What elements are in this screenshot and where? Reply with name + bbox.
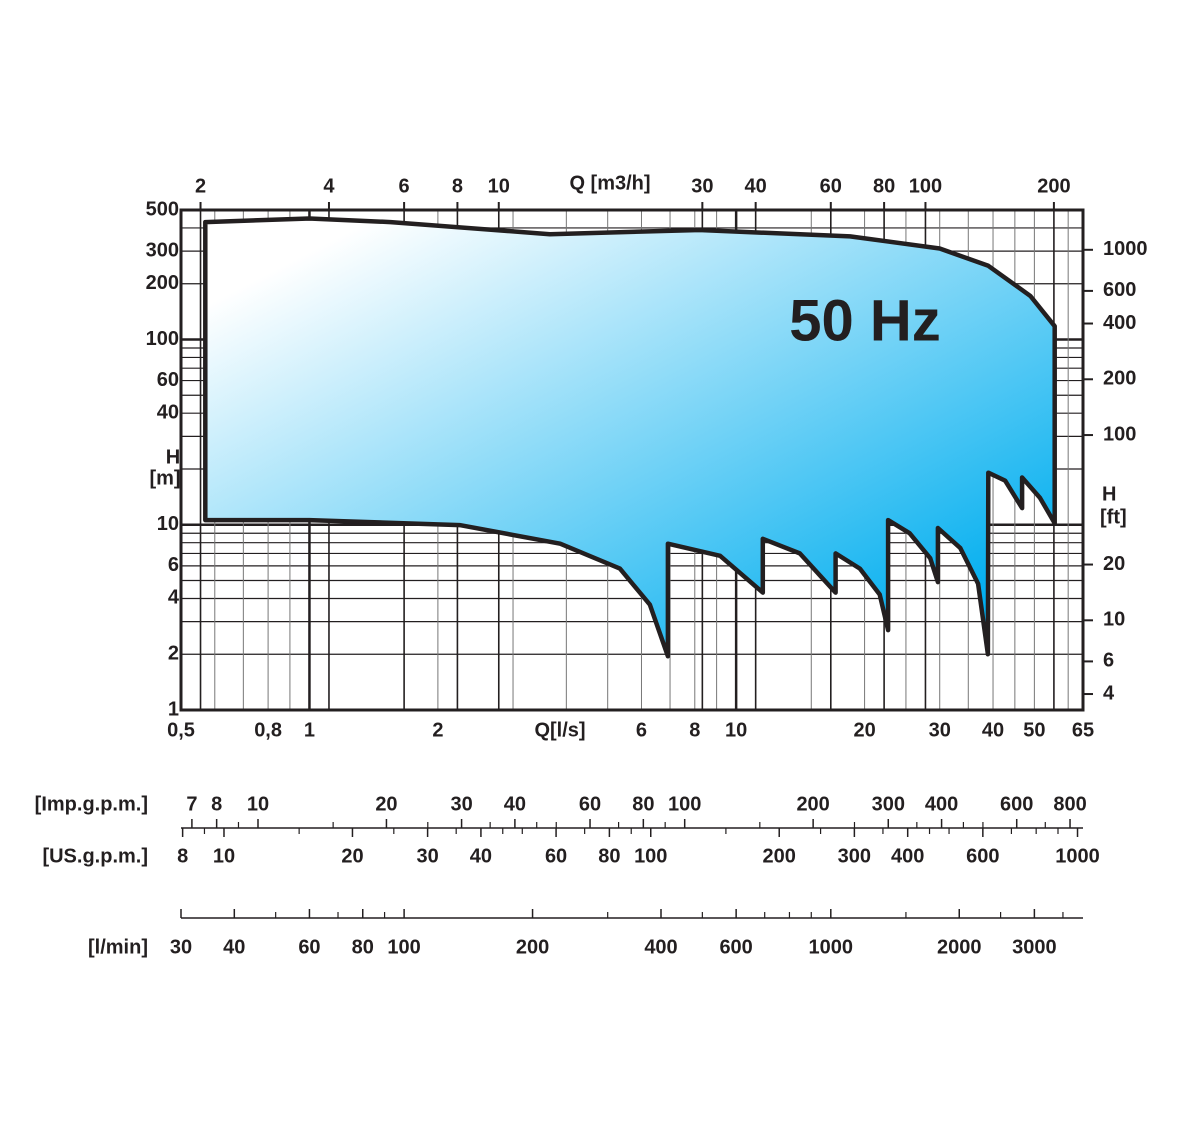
y-tick-label: 10	[157, 513, 179, 535]
x2-tick-label: 10	[488, 175, 510, 197]
plot	[203, 216, 1057, 659]
y2-tick-label: 400	[1103, 312, 1136, 334]
scale-tick-label: 800	[1053, 793, 1086, 815]
x-tick-label: 1	[304, 719, 315, 741]
scale-tick-label: 10	[247, 793, 269, 815]
y2-tick-label: 100	[1103, 423, 1136, 445]
y2-tick-label: 1000	[1103, 238, 1148, 260]
scale-tick-label: 1000	[809, 936, 854, 958]
scale-tick-label: 400	[925, 793, 958, 815]
scale-tick-label: 80	[352, 936, 374, 958]
x2-tick-label: 40	[745, 175, 767, 197]
scale-tick-label: 80	[598, 845, 620, 867]
x-tick-label: 2	[432, 719, 443, 741]
y2-tick-label: 4	[1103, 682, 1115, 704]
scale-tick-label: 600	[719, 936, 752, 958]
scale-tick-label: 10	[213, 845, 235, 867]
x2-axis-label: Q [m3/h]	[569, 172, 650, 194]
x2-tick-label: 80	[873, 175, 895, 197]
x2-tick-label: 30	[691, 175, 713, 197]
scale-tick-label: 400	[891, 845, 924, 867]
area	[203, 216, 1057, 659]
scale-tick-label: 100	[387, 936, 420, 958]
x2-tick-label: 200	[1037, 175, 1070, 197]
x-tick-label: 20	[853, 719, 875, 741]
y-tick-label: 40	[157, 401, 179, 423]
scale-tick-label: 40	[470, 845, 492, 867]
x-tick-label: 8	[689, 719, 700, 741]
scale-tick-label: 300	[838, 845, 871, 867]
y-axis-label: [m]	[149, 467, 180, 489]
y2-tick-label: 600	[1103, 279, 1136, 301]
scale-name: [Imp.g.p.m.]	[35, 793, 148, 815]
scale-tick-label: 100	[634, 845, 667, 867]
y-tick-label: 300	[146, 239, 179, 261]
scale-tick-label: 30	[416, 845, 438, 867]
y2-tick-label: 20	[1103, 553, 1125, 575]
y-tick-label: 6	[168, 554, 179, 576]
scale-tick-label: 600	[1000, 793, 1033, 815]
scale-name: [US.g.p.m.]	[42, 845, 148, 867]
scale-tick-label: 2000	[937, 936, 982, 958]
x-tick-label: 6	[636, 719, 647, 741]
scale-tick-label: 400	[644, 936, 677, 958]
x-tick-label: 40	[982, 719, 1004, 741]
y-tick-label: 100	[146, 328, 179, 350]
y-tick-label: 4	[168, 587, 180, 609]
y2-tick-label: 200	[1103, 368, 1136, 390]
scale-tick-label: 200	[516, 936, 549, 958]
y-tick-label: 2	[168, 643, 179, 665]
x2-tick-label: 6	[399, 175, 410, 197]
chart-title: 50 Hz	[789, 288, 941, 353]
scale-tick-label: 30	[170, 936, 192, 958]
x2-tick-label: 100	[909, 175, 942, 197]
y2-tick-label: 10	[1103, 609, 1125, 631]
x2-tick-label: 8	[452, 175, 463, 197]
scale-tick-label: 300	[872, 793, 905, 815]
plot-frame	[179, 208, 1085, 712]
scale-tick-label: 60	[545, 845, 567, 867]
scale-tick-label: 30	[450, 793, 472, 815]
scale-tick-label: 600	[966, 845, 999, 867]
x-tick-label: 30	[929, 719, 951, 741]
scale-tick-label: 200	[763, 845, 796, 867]
scale-tick-label: 1000	[1055, 845, 1100, 867]
scale-tick-label: 20	[375, 793, 397, 815]
scale-tick-label: 80	[632, 793, 654, 815]
scale-tick-label: 8	[177, 845, 188, 867]
x-tick-label: 10	[725, 719, 747, 741]
scale-tick-label: 40	[504, 793, 526, 815]
y-axis-label: H	[166, 446, 180, 468]
y2-axis-label: [ft]	[1100, 506, 1127, 528]
x2-tick-label: 60	[820, 175, 842, 197]
scale-tick-label: 200	[796, 793, 829, 815]
y-tick-label: 60	[157, 369, 179, 391]
x-tick-label: 0,8	[254, 719, 282, 741]
scale-tick-label: 60	[579, 793, 601, 815]
scale-tick-label: 8	[211, 793, 222, 815]
x-tick-label: 0,5	[167, 719, 195, 741]
scale-tick-label: 3000	[1012, 936, 1057, 958]
y2-tick-label: 6	[1103, 650, 1114, 672]
scale-tick-label: 20	[341, 845, 363, 867]
x-tick-label: 50	[1023, 719, 1045, 741]
scale-tick-label: 60	[298, 936, 320, 958]
scale-tick-label: 100	[668, 793, 701, 815]
scale-tick-label: 40	[223, 936, 245, 958]
x-tick-label: 65	[1072, 719, 1094, 741]
y-tick-label: 500	[146, 198, 179, 220]
x2-tick-label: 2	[195, 175, 206, 197]
y2-axis-label: H	[1102, 483, 1116, 505]
scale-name: [l/min]	[88, 936, 148, 958]
x-axis-label: Q[l/s]	[534, 719, 585, 741]
y-tick-label: 1	[168, 698, 179, 720]
scale-tick-label: 7	[186, 793, 197, 815]
y-tick-label: 200	[146, 272, 179, 294]
x2-tick-label: 4	[323, 175, 335, 197]
